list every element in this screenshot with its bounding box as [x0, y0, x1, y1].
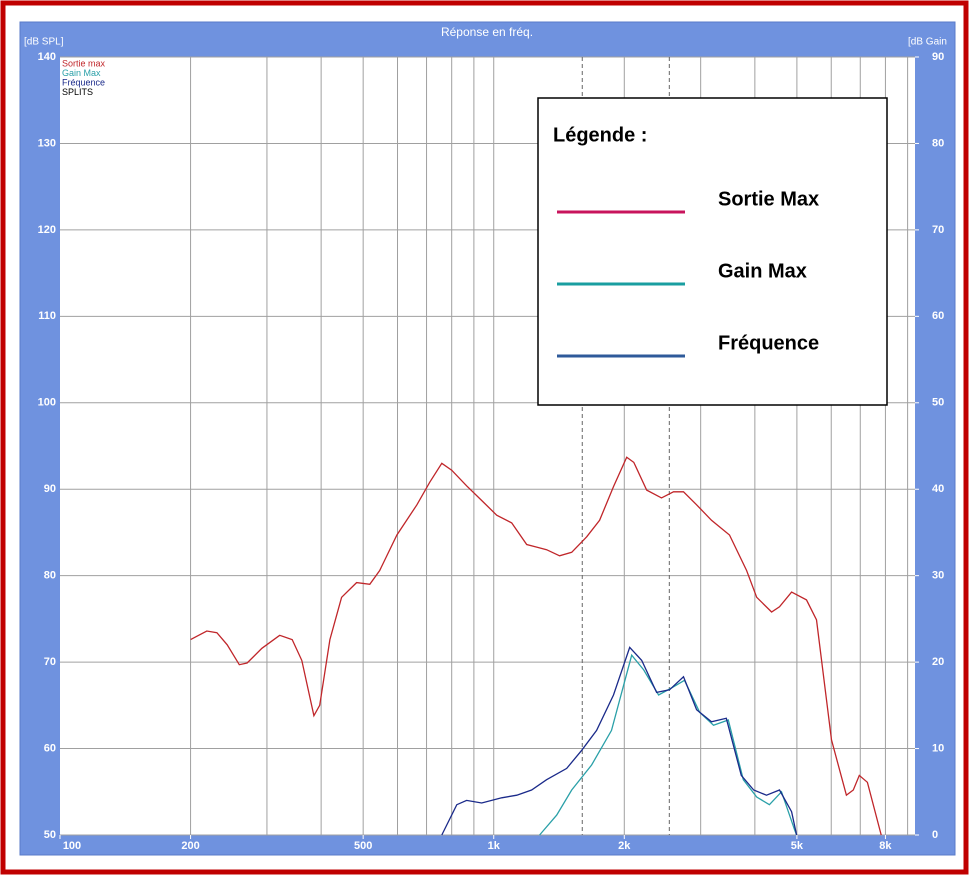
y2-tick-label: 80 — [932, 137, 944, 149]
panel-border — [19, 21, 956, 856]
y2-tick-label: 90 — [932, 51, 944, 63]
y-tick-label: 120 — [38, 224, 56, 236]
y-tick-label: 130 — [38, 137, 56, 149]
legend-box — [537, 97, 888, 406]
series-line — [190, 456, 882, 836]
x-tick-label: 500 — [354, 840, 372, 852]
x-tick-label: 200 — [181, 840, 199, 852]
chart-title: Réponse en fréq. — [441, 25, 533, 39]
legend-label: Fréquence — [718, 332, 819, 354]
y2-tick-label: 20 — [932, 656, 944, 668]
y-tick-label: 70 — [44, 656, 56, 668]
x-tick-label: 2k — [618, 840, 631, 852]
y-tick-label: 110 — [38, 310, 56, 322]
y-axis-label: [dB SPL] — [24, 37, 64, 48]
mini-legend-bg — [61, 58, 108, 100]
y2-tick-label: 70 — [932, 224, 944, 236]
legend-title: Légende : — [553, 124, 647, 146]
x-tick-label: 5k — [791, 840, 804, 852]
y-tick-label: 50 — [44, 829, 56, 841]
y2-tick-label: 60 — [932, 310, 944, 322]
legend-label: Gain Max — [718, 260, 807, 282]
y-tick-label: 60 — [44, 742, 56, 754]
legend-entry: Sortie max — [62, 58, 106, 68]
legend-entry: Gain Max — [62, 68, 101, 78]
y-tick-label: 80 — [44, 570, 56, 582]
y-tick-label: 100 — [38, 397, 56, 409]
legend-label: Sortie Max — [718, 188, 819, 210]
y2-tick-label: 50 — [932, 397, 944, 409]
y2-tick-label: 30 — [932, 570, 944, 582]
y2-tick-label: 0 — [932, 829, 938, 841]
legend-entry: SPLITS — [62, 87, 93, 97]
x-tick-label: 8k — [879, 840, 892, 852]
y2-axis-label: [dB Gain — [908, 37, 947, 48]
legend-entry: Fréquence — [62, 77, 105, 87]
x-tick-label: 1k — [488, 840, 501, 852]
y2-tick-label: 10 — [932, 742, 944, 754]
y2-tick-label: 40 — [932, 483, 944, 495]
y-tick-label: 140 — [38, 51, 56, 63]
x-tick-label: 100 — [63, 840, 81, 852]
series-line — [441, 646, 798, 836]
y-tick-label: 90 — [44, 483, 56, 495]
